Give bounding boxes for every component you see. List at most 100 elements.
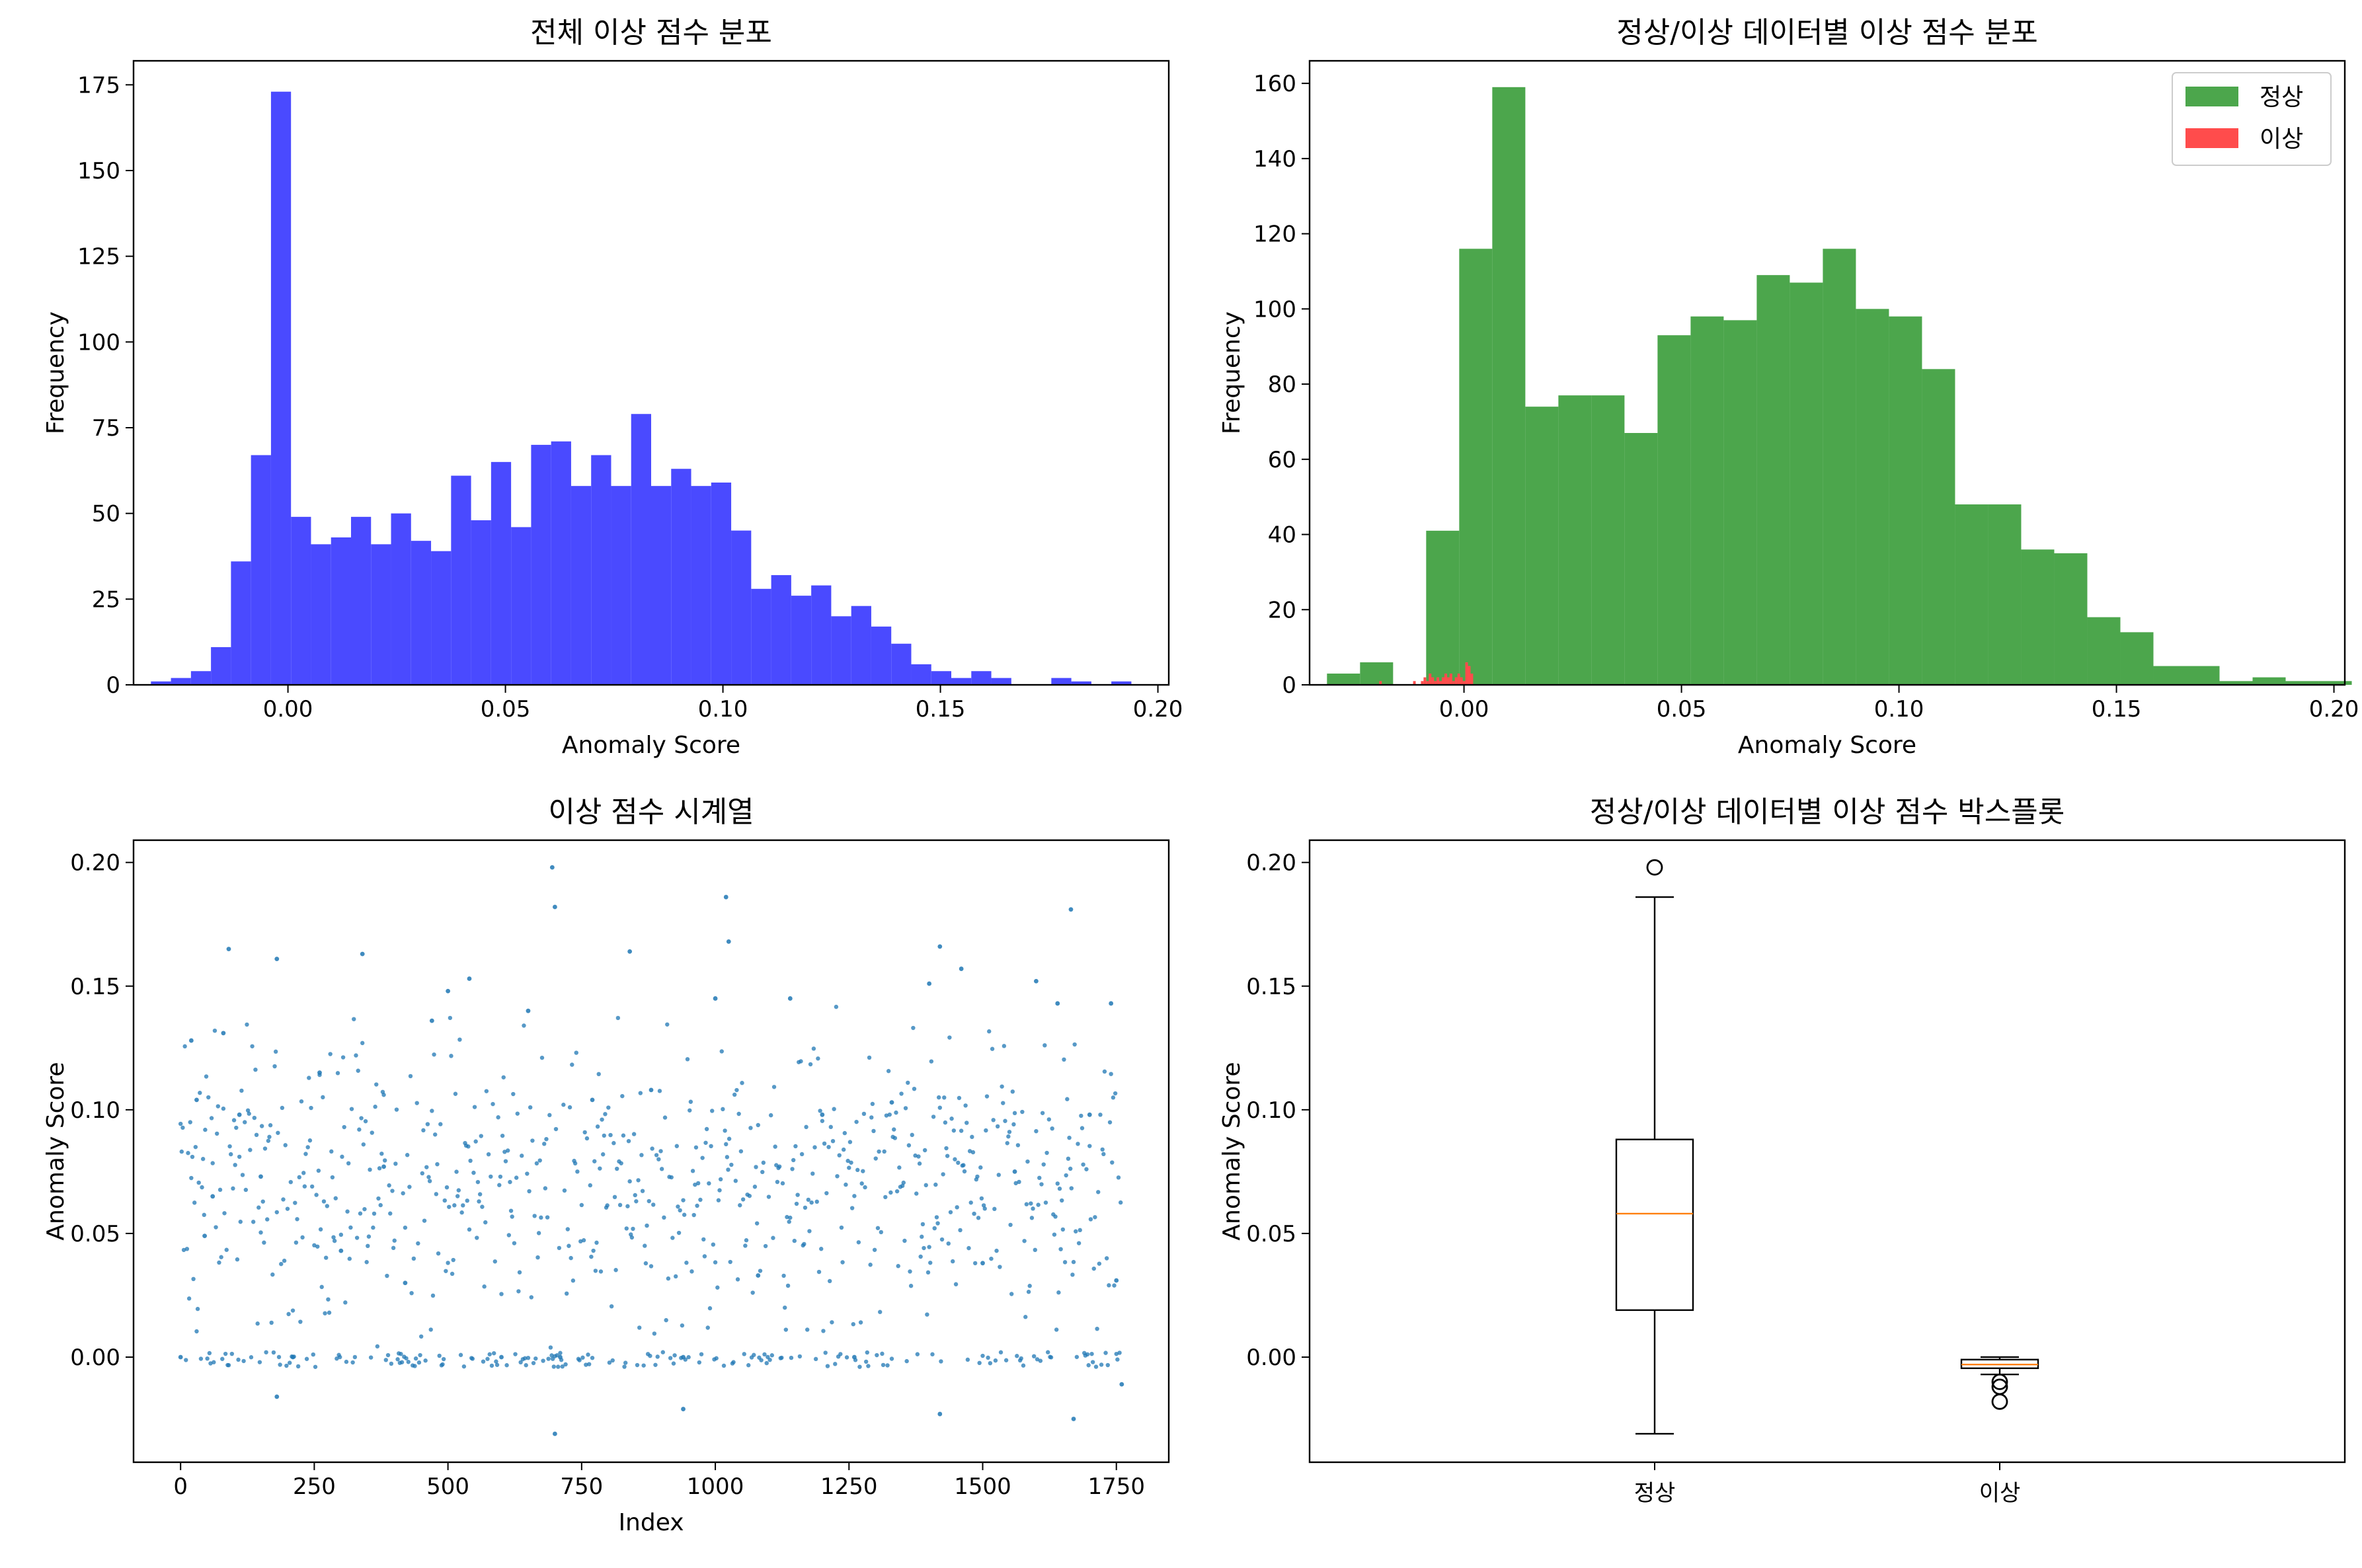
scatter-point [785, 1214, 789, 1220]
scatter-point [537, 1158, 542, 1163]
scatter-point [1070, 1273, 1075, 1277]
histogram-by-class-panel: 정상/이상 데이터별 이상 점수 분포 0.00 0.05 0.10 0.15 0.20 0… [1218, 16, 2359, 759]
scatter-point [567, 1105, 572, 1110]
scatter-point [738, 1203, 742, 1208]
scatter-point [217, 1187, 223, 1193]
scatter-point [610, 1358, 615, 1363]
scatter-point [1043, 1200, 1048, 1205]
scatter-point [1110, 1160, 1115, 1165]
scatter-point [752, 1352, 756, 1357]
scatter-point [702, 1254, 707, 1259]
scatter-point [578, 1239, 583, 1244]
histogram-bar [431, 551, 452, 685]
scatter-point [1038, 1358, 1043, 1363]
scatter-point [779, 1355, 784, 1360]
scatter-point [945, 1154, 950, 1158]
y-tick-label: 0.10 [70, 1097, 120, 1124]
scatter-point [425, 1122, 430, 1126]
scatter-point [248, 1148, 253, 1152]
scatter-point [262, 1146, 268, 1151]
scatter-point [806, 1197, 811, 1202]
x-tick-label: 0.15 [916, 696, 966, 723]
scatter-point [480, 1204, 485, 1209]
scatter-point [703, 1140, 708, 1145]
scatter-point [1056, 1290, 1061, 1295]
scatter-point [231, 1186, 235, 1191]
scatter-point [381, 1093, 386, 1097]
histogram-bar [371, 544, 391, 685]
scatter-point [453, 1091, 458, 1096]
scatter-point [662, 1115, 668, 1120]
scatter-point [605, 1203, 610, 1208]
scatter-point [916, 1154, 921, 1159]
scatter-point [953, 1157, 957, 1161]
scatter-point [508, 1179, 512, 1185]
scatter-point [904, 1358, 909, 1364]
histogram-bar [291, 516, 311, 685]
normal-histogram-bar [1690, 316, 1724, 685]
scatter-point [409, 1290, 414, 1296]
scatter-point [200, 1185, 204, 1190]
scatter-point [193, 1144, 198, 1150]
scatter-point [1045, 1350, 1050, 1354]
scatter-point [1006, 1134, 1011, 1139]
histogram-bar [190, 671, 212, 685]
y-tick-label: 140 [1253, 146, 1296, 173]
scatter-point [231, 1118, 237, 1122]
scatter-point [958, 1228, 963, 1233]
scatter-point [422, 1218, 427, 1223]
scatter-point [436, 1251, 441, 1256]
scatter-point [652, 1331, 657, 1336]
scatter-point [1046, 1117, 1052, 1122]
normal-histogram-bar [1591, 395, 1625, 685]
y-tick-label: 0.15 [1246, 974, 1296, 1000]
scatter-point [942, 1095, 947, 1100]
scatter-point [756, 1273, 761, 1278]
scatter-point [499, 1354, 504, 1360]
scatter-point [485, 1356, 490, 1361]
x-tick-label: 0.15 [2092, 696, 2142, 723]
scatter-point [1112, 1283, 1117, 1288]
scatter-point [645, 1223, 649, 1228]
scatter-point [520, 1154, 524, 1158]
scatter-point [689, 1269, 694, 1274]
x-tick-label: 250 [293, 1473, 336, 1500]
histogram-bar [591, 455, 611, 685]
scatter-point [711, 1242, 716, 1247]
scatter-point [933, 1182, 938, 1187]
scatter-point [305, 1145, 310, 1150]
histogram-bar [831, 616, 851, 685]
scatter-point [828, 1124, 833, 1130]
scatter-point [461, 1203, 465, 1208]
scatter-point [906, 1143, 912, 1148]
x-tick-label: 1750 [1087, 1473, 1145, 1500]
scatter-point [266, 1138, 271, 1143]
scatter-point [434, 1192, 439, 1196]
anomaly-histogram-bar [1431, 677, 1435, 685]
scatter-point [1022, 1239, 1027, 1243]
scatter-point [917, 1161, 922, 1166]
scatter-point [349, 1107, 354, 1111]
scatter-point [643, 1243, 647, 1248]
scatter-point [221, 1031, 226, 1036]
scatter-point [617, 1202, 623, 1208]
scatter-point [1078, 1228, 1082, 1233]
scatter-point [276, 1130, 280, 1135]
scatter-point [226, 1362, 231, 1368]
scatter-point [929, 1059, 934, 1064]
anomaly-histogram-bar [1452, 681, 1455, 685]
scatter-point [769, 1353, 775, 1358]
scatter-point [756, 1122, 760, 1128]
scatter-point [684, 1261, 689, 1265]
scatter-point [411, 1256, 416, 1261]
scatter-point [773, 1144, 777, 1149]
scatter-point [740, 1197, 746, 1202]
scatter-point [910, 1132, 914, 1138]
scatter-point [293, 1200, 297, 1205]
scatter-point [1099, 1362, 1104, 1367]
scatter-point [508, 1208, 514, 1213]
normal-histogram-bar [2318, 681, 2352, 685]
scatter-point [268, 1123, 273, 1128]
scatter-point [671, 1361, 676, 1366]
scatter-point [581, 1238, 586, 1243]
